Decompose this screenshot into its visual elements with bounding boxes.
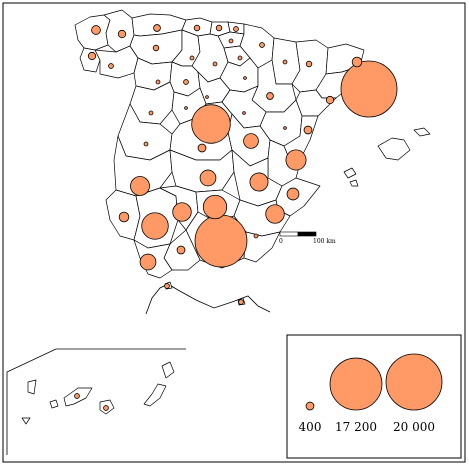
province-badajoz (113, 135, 173, 197)
scale-bar-white (279, 231, 299, 237)
proportional-symbols (74, 24, 398, 411)
symbol-córdoba (172, 202, 192, 222)
symbol-ourense (108, 63, 114, 69)
symbol-valladolid (183, 79, 189, 85)
symbol-valencia (285, 149, 307, 171)
symbol-cádiz (139, 253, 157, 271)
symbol-ávila (184, 106, 188, 110)
symbol-jaén (202, 194, 228, 220)
symbol-ceuta (164, 283, 170, 289)
island-mallorca (377, 137, 411, 161)
symbol-león (152, 44, 160, 52)
symbol-zamora (155, 79, 161, 85)
symbol-vizcaya (215, 24, 223, 32)
symbol-huelva (118, 211, 130, 223)
island-la-gomera (49, 399, 59, 409)
symbol-lleida (305, 60, 313, 68)
province-lugo (103, 9, 135, 53)
symbol-gran-canaria (103, 405, 109, 411)
symbol-granada (194, 214, 248, 268)
symbol-tenerife (74, 393, 80, 399)
symbol-segovia (205, 95, 209, 99)
legend-circle-2 (385, 353, 443, 411)
scale-start-label: 0 (279, 238, 283, 245)
symbol-tarragona (325, 95, 335, 105)
island-la-palma (27, 379, 37, 395)
symbol-la-rioja (237, 55, 243, 61)
scale-bar-black (297, 231, 317, 237)
symbol-alicante (286, 187, 300, 201)
symbol-palencia (189, 55, 195, 61)
symbol-zaragoza (266, 92, 274, 100)
province-almeria (243, 231, 281, 263)
legend-label-large: 20 000 (393, 420, 435, 434)
symbol-guadalajara (242, 111, 246, 115)
symbol-álava (228, 38, 234, 44)
legend-circles (305, 353, 443, 411)
legend-label-small: 400 (299, 420, 322, 434)
symbol-guipúzcoa (233, 26, 239, 32)
symbol-málaga (176, 245, 186, 255)
symbol-cáceres (143, 141, 149, 147)
symbol-navarra (259, 42, 265, 48)
symbol-almería (253, 233, 259, 239)
symbol-murcia (265, 204, 285, 224)
island-ibiza (343, 167, 357, 179)
symbol-pontevedra (91, 25, 101, 35)
symbol-soria (243, 76, 247, 80)
symbol-salamanca (148, 110, 154, 116)
island-el-hierro (21, 417, 31, 425)
inset-border (6, 348, 186, 455)
symbol-burgos (212, 61, 218, 67)
symbol-a-coruña (87, 51, 97, 61)
symbol-girona (351, 56, 363, 68)
balearic-islands (343, 127, 431, 187)
legend-circle-0 (305, 401, 315, 411)
symbol-melilla (238, 299, 244, 305)
symbol-badajoz (130, 176, 150, 196)
symbol-sevilla (141, 212, 169, 240)
symbol-asturias (153, 24, 161, 32)
island-menorca (413, 127, 431, 137)
scale-end-label: 100 km (313, 238, 336, 245)
legend-label-medium: 17 200 (335, 420, 377, 434)
symbol-toledo (243, 133, 259, 149)
legend: 400 17 200 20 000 (286, 334, 462, 459)
symbol-cuenca (197, 143, 207, 153)
symbol-teruel (283, 126, 287, 130)
symbol-ciudad-real (199, 169, 217, 187)
island-formentera (349, 179, 359, 187)
symbol-lugo (117, 29, 127, 39)
island-fuerteventura (143, 383, 167, 407)
island-lanzarote (161, 361, 175, 379)
symbol-huesca (282, 59, 288, 65)
symbol-castellón (303, 125, 313, 135)
legend-circle-1 (329, 357, 383, 411)
symbol-barcelona (340, 60, 398, 118)
scale-bar: 0 100 km (279, 231, 336, 245)
symbol-cantabria (193, 24, 201, 32)
symbol-albacete (249, 172, 269, 192)
symbol-madrid (191, 104, 231, 144)
province-ciudad-real (169, 149, 235, 193)
canary-islands-inset (6, 348, 186, 455)
